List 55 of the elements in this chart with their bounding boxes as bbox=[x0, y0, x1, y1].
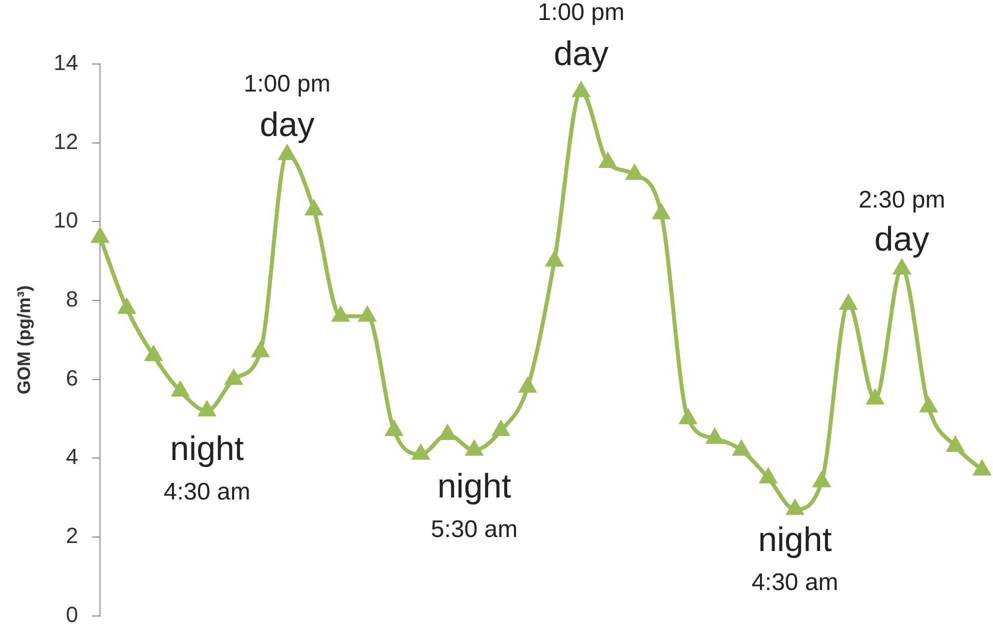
point bbox=[680, 410, 696, 424]
annotation: night bbox=[170, 430, 244, 468]
y-tick-label: 0 bbox=[66, 602, 78, 627]
point bbox=[145, 346, 162, 362]
point bbox=[118, 299, 135, 314]
y-axis-title: GOM (pg/m³) bbox=[14, 285, 34, 394]
point bbox=[198, 402, 216, 416]
point bbox=[492, 422, 510, 436]
y-tick-label: 4 bbox=[66, 444, 78, 470]
point bbox=[733, 441, 750, 456]
point bbox=[974, 460, 990, 476]
point bbox=[279, 146, 296, 160]
annotation: night bbox=[758, 520, 832, 559]
annotation: 2:30 pm bbox=[858, 186, 946, 214]
point bbox=[894, 260, 910, 274]
point bbox=[412, 445, 429, 460]
annotation: 4:30 am bbox=[164, 478, 250, 506]
annotation: night bbox=[437, 468, 512, 506]
point bbox=[520, 378, 536, 393]
point bbox=[306, 200, 322, 216]
point bbox=[626, 165, 643, 180]
point bbox=[466, 441, 482, 456]
point bbox=[600, 154, 616, 168]
point bbox=[573, 82, 590, 98]
point bbox=[252, 342, 268, 358]
point bbox=[814, 472, 830, 488]
y-tick-label: 6 bbox=[66, 365, 78, 390]
point bbox=[706, 429, 723, 444]
y-tick-label: 8 bbox=[66, 286, 78, 312]
point bbox=[332, 307, 349, 322]
point bbox=[172, 382, 188, 397]
point bbox=[867, 390, 884, 405]
point bbox=[386, 422, 402, 436]
point bbox=[226, 370, 242, 385]
text: 1:00 pm bbox=[538, 0, 624, 26]
point bbox=[546, 252, 562, 267]
point bbox=[920, 398, 937, 412]
point bbox=[653, 204, 670, 220]
point bbox=[786, 500, 803, 515]
annotation: day bbox=[260, 106, 315, 144]
point bbox=[359, 307, 376, 322]
annotation: 1:00 pm bbox=[244, 70, 331, 98]
annotation: 5:30 am bbox=[430, 516, 518, 543]
annotation: day bbox=[874, 220, 930, 258]
y-tick-label: 2 bbox=[66, 523, 78, 548]
y-tick-label: 12 bbox=[54, 128, 78, 154]
point bbox=[947, 437, 964, 452]
y-tick-label: 10 bbox=[54, 208, 78, 233]
point bbox=[439, 425, 456, 440]
annotation: day bbox=[554, 34, 609, 73]
y-tick-label: 14 bbox=[54, 50, 78, 76]
annotation: 4:30 am bbox=[752, 569, 838, 596]
point bbox=[92, 228, 108, 243]
point bbox=[760, 468, 776, 484]
point bbox=[840, 295, 856, 310]
